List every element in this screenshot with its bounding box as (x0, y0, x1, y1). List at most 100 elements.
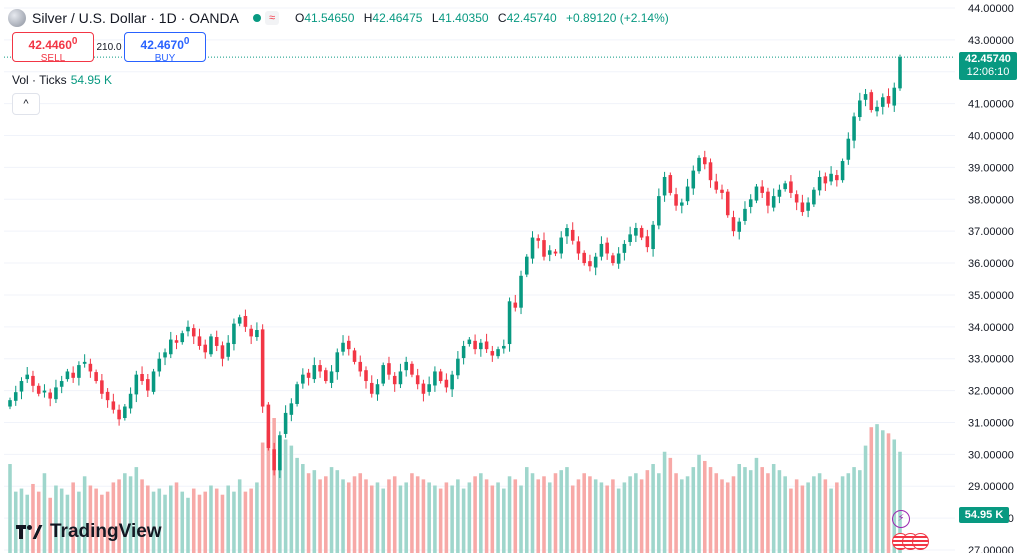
volume-bar (335, 470, 340, 553)
candle (829, 166, 833, 186)
candle (352, 347, 357, 365)
candle (513, 294, 518, 312)
collapse-legend-button[interactable]: ^ (12, 93, 40, 115)
candle (31, 370, 35, 393)
volume-bar (404, 482, 408, 553)
tradingview-logo[interactable]: TradingView (16, 521, 162, 543)
volume-bar (329, 467, 334, 553)
volume-bar (8, 464, 12, 553)
candle (605, 237, 609, 260)
candle (502, 339, 506, 354)
volume-bar (42, 473, 47, 553)
y-tick-label: 39.00000 (968, 162, 1014, 174)
last-price-label: 42.45740 12:06:10 (959, 52, 1017, 80)
bar-countdown: 12:06:10 (966, 66, 1010, 78)
volume-bar (255, 482, 259, 553)
candle (71, 366, 75, 383)
volume-bar (444, 482, 449, 553)
y-tick-label: 41.00000 (968, 99, 1014, 111)
volume-bar (180, 491, 185, 553)
volume-bar (513, 479, 518, 553)
volume-bar (507, 476, 512, 553)
approx-icon[interactable]: ≈ (264, 11, 279, 25)
candle (77, 361, 81, 386)
candle (249, 324, 253, 345)
candle (657, 188, 661, 230)
symbol-title[interactable]: Silver / U.S. Dollar · 1D · OANDA (32, 10, 239, 26)
candle (507, 297, 512, 352)
volume-bar (737, 464, 742, 553)
candle (840, 158, 845, 183)
y-tick-label: 37.00000 (968, 226, 1014, 238)
candle (467, 337, 472, 347)
volume-bar (94, 488, 98, 553)
candle (622, 240, 627, 261)
candle (318, 359, 322, 378)
candle (852, 112, 856, 149)
volume-bar (720, 479, 724, 553)
y-tick-label: 40.00000 (968, 131, 1014, 143)
us-flag-icon[interactable] (912, 533, 929, 550)
candle (886, 88, 891, 108)
candle (691, 165, 696, 195)
candle (232, 318, 236, 351)
price-axis[interactable]: 44.0000043.0000042.0000041.0000040.00000… (968, 3, 1014, 553)
candle (335, 348, 340, 380)
volume-bar (570, 485, 575, 553)
volume-bar (680, 479, 684, 553)
volume-bar (622, 482, 627, 553)
candle (191, 324, 196, 345)
candle (674, 187, 678, 211)
volume-bar (438, 488, 443, 553)
volume-bar (243, 491, 248, 553)
candle (209, 333, 213, 357)
volume-bar (415, 476, 420, 553)
last-volume-label: 54.95 K (959, 507, 1009, 523)
last-price-value: 42.45740 (965, 53, 1011, 65)
open-value: 41.54650 (304, 11, 355, 25)
volume-bar (473, 476, 477, 553)
volume-bar (197, 494, 202, 553)
candle (151, 368, 156, 395)
candle (266, 402, 271, 451)
silver-coin-icon (8, 9, 26, 27)
candle (714, 173, 719, 194)
volume-bar (111, 482, 116, 553)
logo-text: TradingView (50, 521, 162, 542)
volume-bar (134, 467, 139, 553)
volume-legend[interactable]: Vol · Ticks 54.95 K (12, 73, 112, 87)
candle (117, 404, 121, 426)
volume-bar (318, 479, 322, 553)
buy-button[interactable]: 42.46700 BUY (124, 32, 206, 64)
volume-bar (496, 482, 500, 553)
volume-bar (835, 482, 839, 553)
volume-bar (312, 470, 317, 553)
volume-bar (731, 476, 736, 553)
flash-event-icon[interactable]: ⚡ (892, 510, 910, 528)
volume-bar (794, 479, 799, 553)
candle (708, 158, 713, 188)
candle (433, 366, 437, 392)
candle (237, 314, 242, 327)
y-tick-label: 36.00000 (968, 258, 1014, 270)
candle (278, 431, 282, 478)
volume-bar (662, 451, 667, 553)
volume-bar (387, 479, 391, 553)
candle (272, 442, 276, 476)
sell-button[interactable]: 42.44600 SELL (12, 32, 94, 64)
candle (536, 234, 541, 249)
volume-bar (697, 454, 701, 553)
volume-bar (880, 430, 885, 553)
sell-price: 42.4460 (28, 38, 72, 52)
candle (88, 358, 93, 378)
y-tick-label: 35.00000 (968, 290, 1014, 302)
volume-bar (576, 479, 581, 553)
volume-bar (123, 473, 127, 553)
candle (25, 366, 30, 383)
candle (410, 361, 414, 378)
volume-bar (743, 467, 747, 553)
y-tick-label: 43.00000 (968, 35, 1014, 47)
candle (364, 366, 368, 389)
candle (306, 368, 311, 386)
